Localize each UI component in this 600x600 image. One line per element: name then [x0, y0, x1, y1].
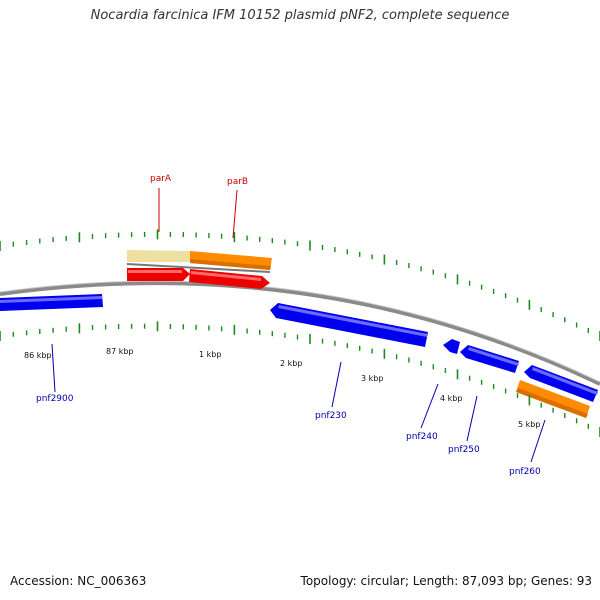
gene-parA-shine [128, 270, 182, 273]
backbone-arc [0, 281, 600, 386]
leader-pnf230 [331, 361, 342, 408]
gene-pnf2900-arrow [0, 294, 103, 311]
gene-parA-arrow [127, 268, 190, 281]
scale-label-87kbp: 87 kbp [106, 347, 134, 356]
scale-label-4kbp: 4 kbp [440, 394, 462, 403]
gene-pnf240b-shine [468, 347, 519, 366]
gene-label-pnf2900: pnf2900 [36, 394, 74, 404]
scale-label-2kbp: 2 kbp [280, 359, 302, 368]
scale-label-3kbp: 3 kbp [361, 374, 383, 383]
gene-pnf250-arrow [524, 365, 598, 402]
gene-pnf2900-shine [0, 296, 102, 303]
gene-pnf260-feature-shade [516, 388, 588, 418]
accession-text: Accession: NC_006363 [10, 574, 147, 588]
leader-pnf260 [530, 419, 546, 463]
outer-tick-ring [0, 229, 600, 341]
gene-parB-shine [191, 271, 261, 281]
gene-pnf250-shine [532, 367, 598, 395]
partition-band-underline [126, 263, 271, 273]
scale-label-5kbp: 5 kbp [518, 420, 540, 429]
gene-pnf240a-arrow [443, 339, 460, 354]
gene-label-pnf230: pnf230 [315, 411, 347, 421]
leader-pnf250 [466, 395, 478, 442]
gene-label-pnf240: pnf240 [406, 432, 438, 442]
map-title: Nocardia farcinica IFM 10152 plasmid pNF… [90, 8, 510, 23]
partition-band-parB-shade [190, 259, 271, 270]
topology-summary: Topology: circular; Length: 87,093 bp; G… [300, 574, 592, 588]
leader-pnf2900 [51, 343, 56, 393]
scale-label-1kbp: 1 kbp [199, 350, 221, 359]
gene-label-parA: parA [150, 174, 172, 184]
scale-label-86kbp: 86 kbp [24, 351, 52, 360]
gene-label-parB: parB [227, 177, 248, 187]
gene-label-pnf250: pnf250 [448, 445, 480, 455]
leader-pnf240 [420, 383, 439, 429]
gene-pnf230-shine [278, 305, 428, 337]
inner-tick-ring [0, 321, 600, 437]
leader-parB [232, 189, 238, 239]
partition-band-parA [127, 250, 190, 262]
backbone-arc-highlight [0, 280, 600, 383]
gene-label-pnf260: pnf260 [509, 467, 541, 477]
